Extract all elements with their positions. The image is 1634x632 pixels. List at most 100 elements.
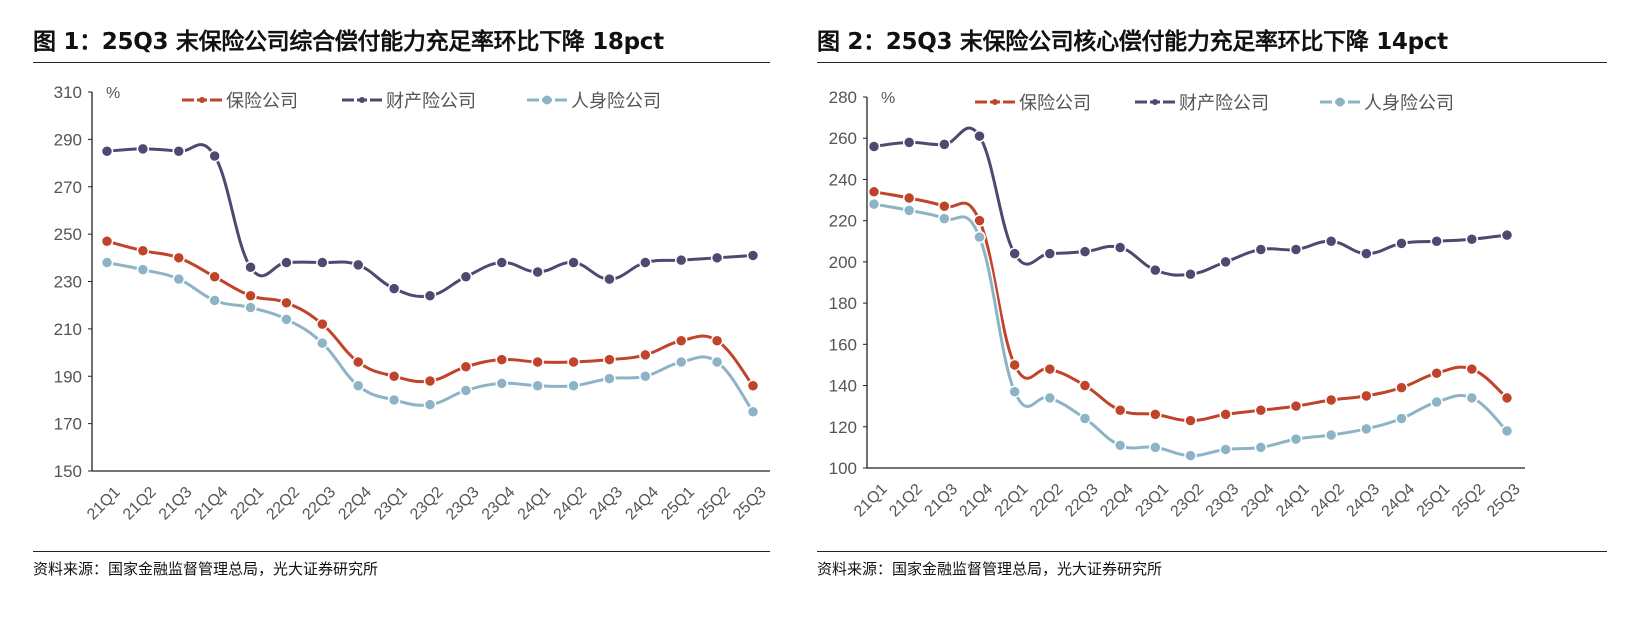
x-tick-label: 24Q2: [1308, 481, 1348, 521]
y-tick-label: 120: [829, 418, 857, 437]
legend-marker: [992, 99, 998, 105]
data-point: [244, 261, 257, 274]
data-point: [1008, 385, 1021, 398]
data-point: [1113, 241, 1127, 254]
data-point: [1500, 228, 1514, 242]
data-point: [1254, 441, 1268, 454]
data-point: [531, 379, 544, 392]
y-tick-label: 280: [829, 88, 857, 107]
data-point: [423, 398, 437, 411]
data-point: [603, 272, 616, 286]
data-point: [710, 334, 724, 347]
data-point: [902, 136, 916, 149]
x-tick-label: 23Q1: [371, 484, 411, 524]
data-point: [387, 282, 401, 295]
data-point: [136, 142, 150, 156]
x-tick-label: 22Q3: [1062, 481, 1102, 521]
data-point: [746, 379, 760, 392]
data-point: [1149, 263, 1162, 277]
data-point: [1078, 412, 1092, 425]
x-tick-label: 23Q2: [407, 484, 447, 524]
data-point: [172, 272, 186, 286]
data-point: [1254, 404, 1268, 417]
data-point: [387, 370, 401, 383]
y-tick-label: 170: [54, 415, 82, 434]
data-point: [351, 379, 365, 392]
x-tick-label: 25Q1: [658, 484, 698, 524]
y-tick-label: 250: [54, 225, 82, 244]
x-tick-label: 21Q3: [156, 484, 196, 524]
data-point: [1219, 255, 1232, 269]
data-point: [902, 204, 916, 217]
data-point: [1395, 237, 1408, 250]
data-point: [459, 384, 473, 397]
data-point: [100, 144, 114, 158]
data-point: [1184, 268, 1197, 281]
data-point: [1324, 393, 1338, 407]
data-point: [639, 348, 652, 362]
source-note: 资料来源：国家金融监督管理总局，光大证券研究所: [33, 560, 379, 578]
data-point: [567, 355, 580, 369]
x-tick-label: 21Q3: [921, 481, 961, 521]
y-tick-label: 230: [54, 273, 82, 292]
data-point: [1008, 247, 1021, 260]
data-point: [1500, 424, 1514, 438]
data-point: [423, 374, 437, 388]
data-point: [244, 301, 257, 314]
data-point: [495, 353, 509, 366]
data-point: [1184, 449, 1197, 462]
data-point: [867, 185, 881, 199]
x-tick-label: 24Q1: [1273, 481, 1313, 521]
data-point: [710, 251, 724, 265]
x-tick-label: 21Q1: [851, 481, 891, 521]
data-point: [316, 336, 329, 350]
x-tick-label: 25Q3: [1484, 481, 1524, 521]
data-point: [1360, 389, 1373, 403]
x-tick-label: 25Q2: [694, 484, 734, 524]
data-point: [1430, 235, 1443, 248]
y-tick-label: 160: [829, 335, 857, 354]
data-point: [100, 256, 114, 269]
data-point: [639, 256, 652, 269]
data-point: [1219, 408, 1232, 421]
data-point: [280, 296, 293, 310]
data-point: [316, 317, 329, 331]
data-point: [351, 258, 365, 272]
x-tick-label: 24Q3: [1343, 481, 1383, 521]
x-tick-label: 21Q4: [957, 481, 997, 521]
data-point: [208, 149, 221, 163]
data-point: [1465, 391, 1479, 405]
data-point: [387, 393, 401, 407]
data-point: [1430, 366, 1443, 380]
data-point: [1219, 443, 1232, 456]
divider: [817, 551, 1607, 552]
data-point: [973, 129, 986, 143]
x-tick-label: 23Q1: [1132, 481, 1172, 521]
data-point: [1043, 362, 1057, 376]
data-point: [208, 294, 221, 307]
data-point: [938, 199, 951, 213]
data-point: [1324, 235, 1338, 248]
x-tick-label: 22Q2: [263, 484, 303, 524]
x-tick-label: 23Q4: [479, 484, 519, 524]
y-tick-label: 100: [829, 459, 857, 478]
data-point: [280, 256, 293, 269]
x-tick-label: 23Q3: [443, 484, 483, 524]
data-point: [1360, 422, 1373, 436]
chart-panel-1: 图 1：25Q3 末保险公司综合偿付能力充足率环比下降 18pct 150 170…: [0, 0, 770, 632]
data-point: [674, 253, 688, 267]
legend-label: 人身险公司: [1364, 93, 1454, 113]
series-halo: [106, 259, 756, 414]
data-point: [1289, 432, 1303, 446]
legend-label: 保险公司: [1019, 93, 1091, 113]
chart-title: 图 2：25Q3 末保险公司核心偿付能力充足率环比下降 14pct: [817, 29, 1448, 55]
data-point: [938, 212, 951, 225]
data-point: [316, 256, 329, 269]
data-point: [746, 249, 760, 262]
x-tick-label: 21Q1: [84, 484, 124, 524]
data-point: [567, 379, 580, 392]
data-point: [603, 372, 616, 385]
data-point: [1360, 247, 1373, 260]
data-point: [495, 256, 509, 269]
y-tick-label: 310: [54, 83, 82, 102]
